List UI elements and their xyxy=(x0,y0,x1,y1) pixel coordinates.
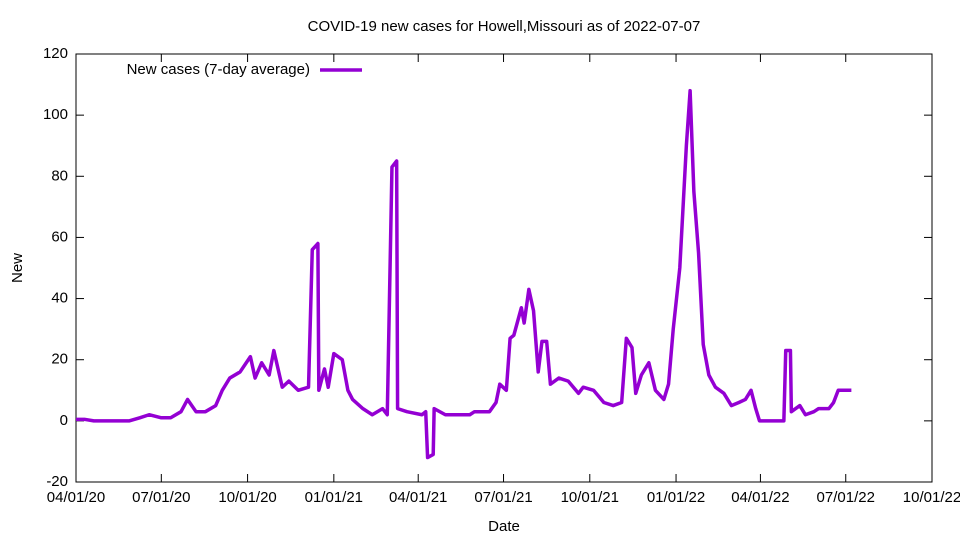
x-tick-label: 07/01/20 xyxy=(132,489,190,506)
x-tick-label: 10/01/22 xyxy=(903,489,960,506)
y-tick-label: 120 xyxy=(43,45,68,62)
x-tick-label: 04/01/20 xyxy=(47,489,105,506)
y-tick-label: 100 xyxy=(43,106,68,123)
x-tick-label: 10/01/20 xyxy=(218,489,276,506)
legend-label: New cases (7-day average) xyxy=(127,61,310,78)
x-tick-label: 04/01/22 xyxy=(731,489,789,506)
y-tick-label: 0 xyxy=(60,412,68,429)
x-axis-label: Date xyxy=(488,518,520,535)
x-tick-label: 07/01/22 xyxy=(817,489,875,506)
y-tick-label: -20 xyxy=(46,473,68,490)
x-tick-label: 04/01/21 xyxy=(389,489,447,506)
data-line xyxy=(76,88,852,460)
chart-title: COVID-19 new cases for Howell,Missouri a… xyxy=(308,18,701,35)
y-tick-label: 20 xyxy=(51,351,68,368)
x-tick-label: 01/01/22 xyxy=(647,489,705,506)
x-tick-label: 07/01/21 xyxy=(474,489,532,506)
plot-frame xyxy=(75,53,933,483)
y-tick-label: 60 xyxy=(51,228,68,245)
y-axis-label: New xyxy=(9,253,26,283)
y-tick-label: 80 xyxy=(51,167,68,184)
y-tick-label: 40 xyxy=(51,290,68,307)
x-tick-label: 10/01/21 xyxy=(561,489,619,506)
x-tick-label: 01/01/21 xyxy=(305,489,363,506)
